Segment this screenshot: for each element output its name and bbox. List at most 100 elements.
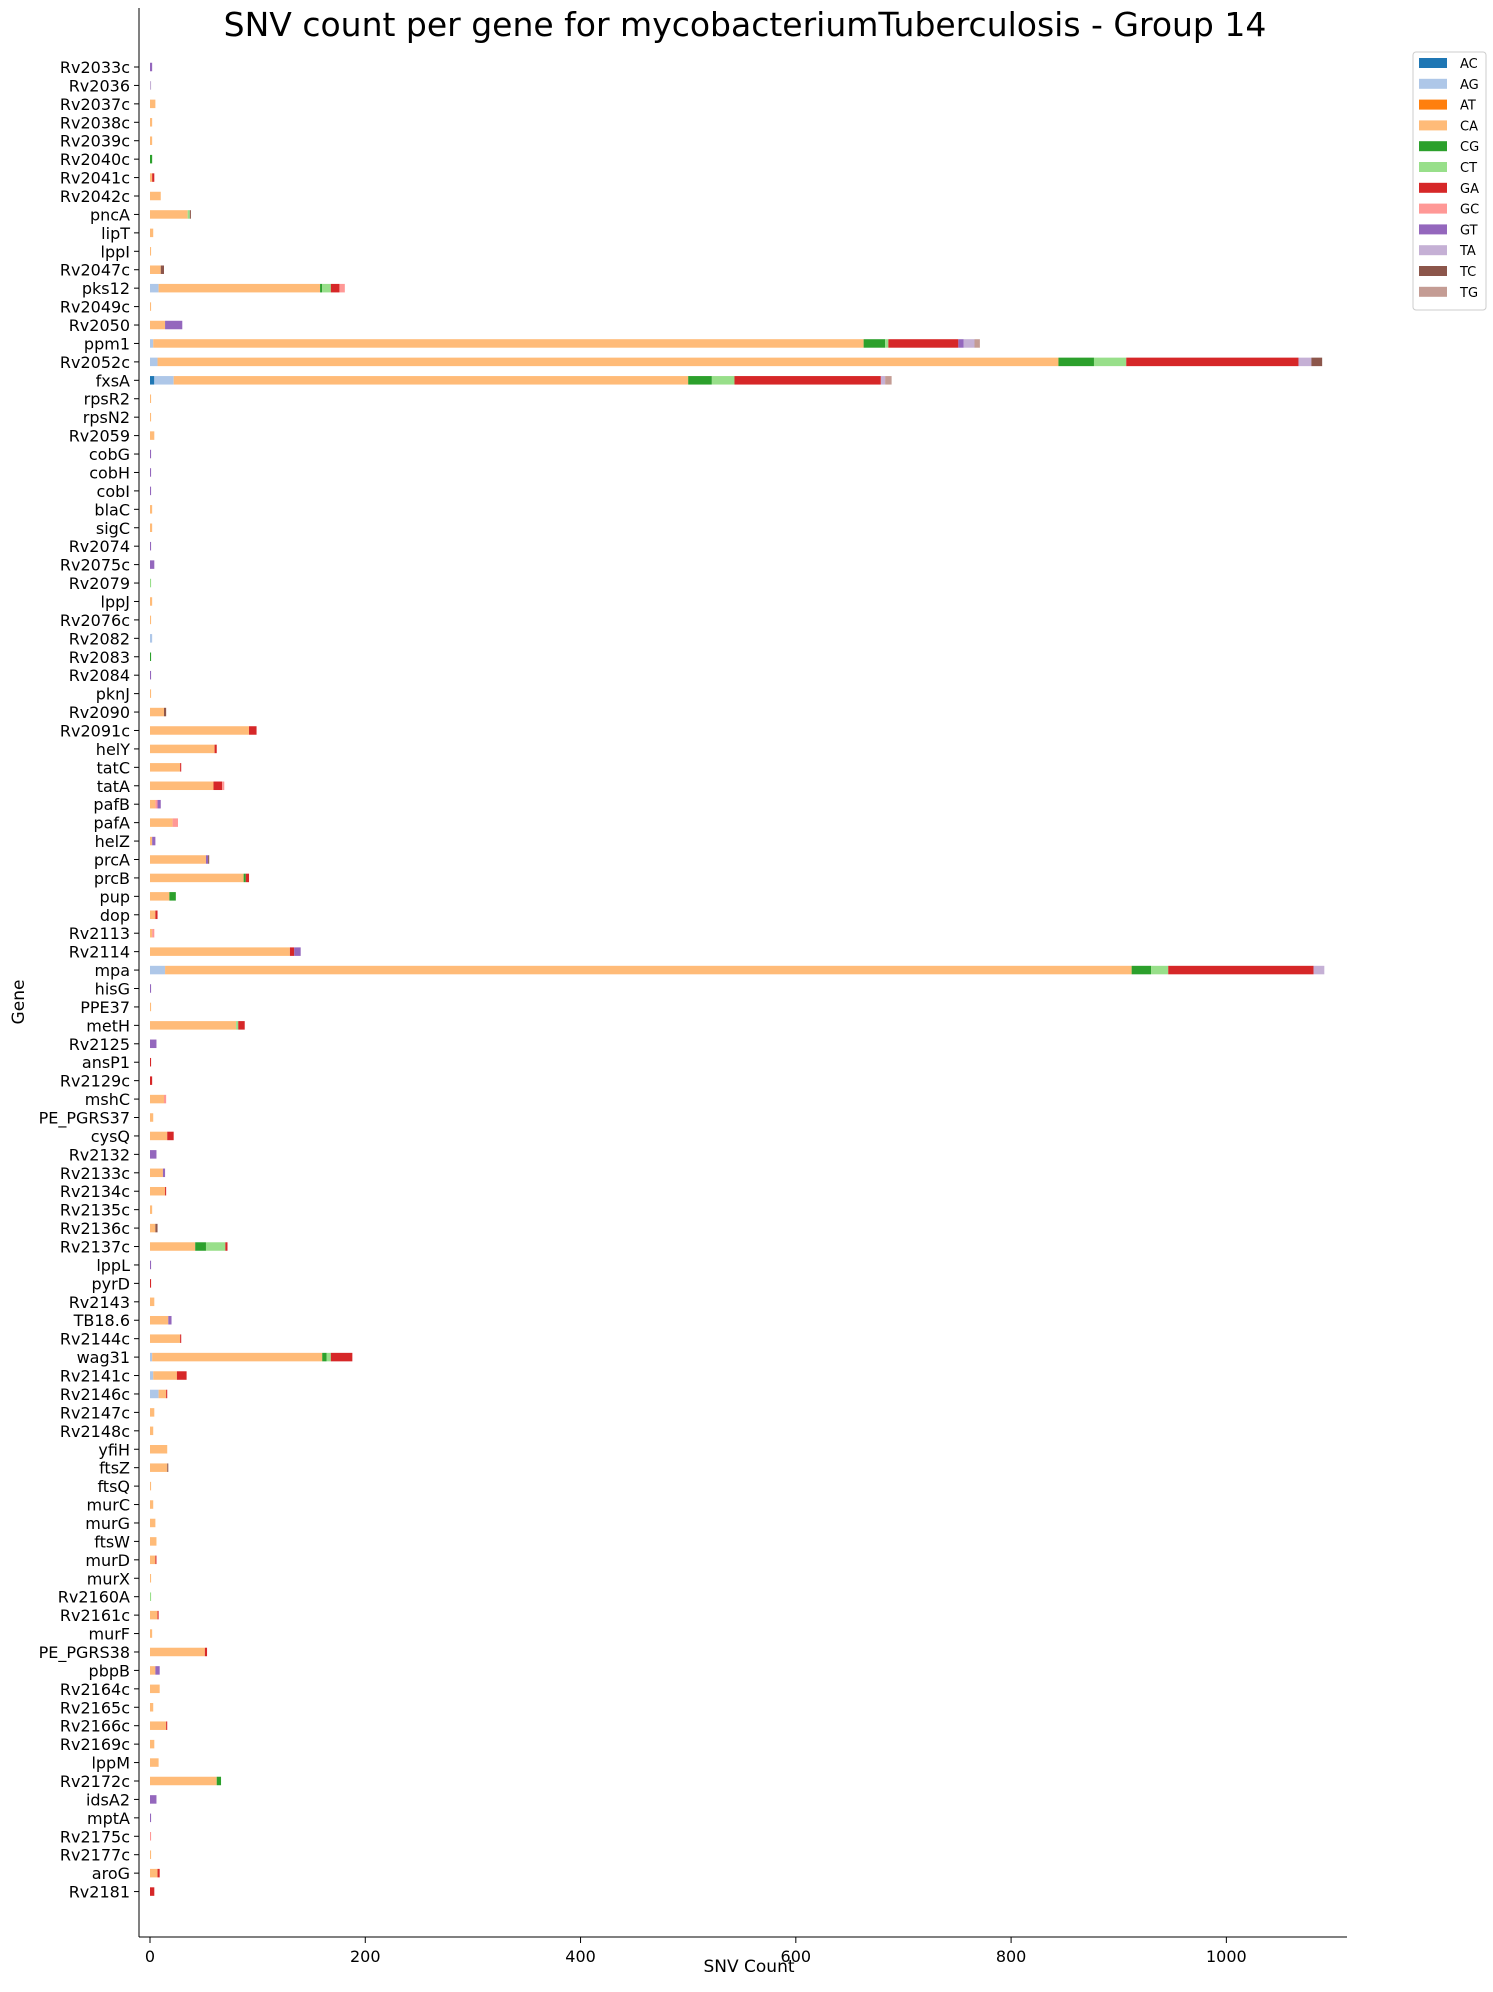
bar-segment-CA bbox=[150, 1758, 159, 1767]
y-tick-label: aroG bbox=[92, 1864, 130, 1883]
y-tick-label: cobG bbox=[89, 445, 130, 464]
bar-segment-CA bbox=[150, 1131, 168, 1141]
bar-segment-GT bbox=[155, 1666, 160, 1675]
y-tick-label: Rv2146c bbox=[60, 1385, 130, 1404]
y-tick-label: ftsZ bbox=[99, 1459, 130, 1478]
bar-segment-CG bbox=[320, 283, 323, 293]
y-tick-label: Rv2147c bbox=[60, 1403, 130, 1422]
bar-segment-CG bbox=[863, 339, 886, 348]
y-tick-label: helY bbox=[96, 740, 130, 759]
bar-segment-GA bbox=[180, 763, 182, 772]
bar-segment-GA bbox=[249, 726, 257, 735]
bar-segment-CA bbox=[158, 283, 321, 293]
legend-label-AG: AG bbox=[1460, 78, 1479, 93]
y-tick-label: Rv2161c bbox=[60, 1606, 130, 1625]
legend-swatch-AT bbox=[1419, 99, 1447, 110]
bar-segment-CA bbox=[150, 1094, 164, 1104]
bar-segment-GT bbox=[150, 984, 152, 993]
legend-swatch-GA bbox=[1419, 182, 1447, 193]
bar-segment-CA bbox=[150, 1186, 166, 1196]
y-tick-label: Rv2160A bbox=[58, 1588, 130, 1607]
bar-segment-TA bbox=[1313, 965, 1325, 975]
bar-segment-GA bbox=[150, 1057, 152, 1067]
bar-segment-CT bbox=[150, 1592, 152, 1601]
bar-segment-GA bbox=[157, 1610, 159, 1620]
x-tick-label: 600 bbox=[781, 1947, 812, 1966]
bar-segment-CT bbox=[326, 1352, 331, 1362]
bar-segment-CT bbox=[1151, 965, 1169, 975]
bar-segment-CA bbox=[150, 928, 153, 938]
y-tick-label: Rv2084 bbox=[69, 666, 130, 685]
y-tick-label: Rv2091c bbox=[60, 721, 130, 740]
bar-segment-CA bbox=[150, 1776, 217, 1786]
bar-segment-GA bbox=[176, 1371, 187, 1380]
x-axis-label: SNV Count bbox=[703, 1957, 794, 1977]
y-tick-label: Rv2074 bbox=[69, 537, 130, 556]
bar-segment-CA bbox=[150, 799, 156, 809]
bar-segment-GT bbox=[150, 62, 153, 72]
y-tick-label: Rv2076c bbox=[60, 611, 130, 630]
y-tick-label: metH bbox=[86, 1016, 130, 1035]
bar-segment-CG bbox=[243, 873, 246, 883]
y-tick-label: lppI bbox=[101, 242, 130, 261]
y-tick-label: Rv2033c bbox=[60, 58, 130, 77]
y-tick-label: Rv2143 bbox=[69, 1293, 130, 1312]
bar-segment-GC bbox=[172, 818, 178, 827]
y-tick-label: Rv2164c bbox=[60, 1680, 130, 1699]
bar-segment-GT bbox=[150, 670, 152, 680]
chart-title: SNV count per gene for mycobacteriumTube… bbox=[224, 5, 1267, 44]
bar-segment-CA bbox=[150, 707, 164, 717]
legend-label-TG: TG bbox=[1459, 286, 1478, 301]
bar-segment-CA bbox=[150, 1647, 205, 1657]
y-tick-label: lppL bbox=[96, 1256, 130, 1275]
bar-segment-TA bbox=[1298, 357, 1312, 367]
bar-segment-GT bbox=[150, 449, 152, 459]
y-tick-label: wag31 bbox=[77, 1348, 130, 1367]
y-tick-label: lipT bbox=[101, 224, 130, 243]
y-tick-label: PE_PGRS38 bbox=[39, 1643, 130, 1663]
y-tick-label: Rv2047c bbox=[60, 261, 130, 280]
y-tick-label: murC bbox=[87, 1496, 130, 1515]
bar-segment-CA bbox=[150, 1518, 156, 1528]
y-tick-label: murF bbox=[88, 1625, 130, 1644]
bar-segment-CA bbox=[150, 1481, 152, 1491]
bar-segment-CA bbox=[150, 726, 250, 735]
bar-segment-CG bbox=[216, 1776, 222, 1786]
bars-layer bbox=[150, 62, 1325, 1896]
y-tick-label: Rv2148c bbox=[60, 1422, 130, 1441]
y-tick-label: pafB bbox=[93, 795, 130, 814]
bar-segment-AG bbox=[150, 283, 159, 293]
bar-segment-CT bbox=[150, 578, 152, 588]
bar-segment-CA bbox=[150, 1610, 158, 1620]
y-tick-label: mpa bbox=[94, 961, 130, 980]
bar-segment-GA bbox=[734, 376, 881, 385]
y-axis-label: Gene bbox=[9, 980, 29, 1025]
y-tick-label: murD bbox=[85, 1551, 130, 1570]
bar-segment-GA bbox=[204, 1647, 208, 1657]
bar-segment-CA bbox=[150, 1666, 156, 1675]
y-tick-label: pyrD bbox=[91, 1274, 130, 1293]
bar-segment-AG bbox=[150, 339, 154, 348]
bar-segment-CA bbox=[150, 1500, 154, 1509]
y-tick-label: lppJ bbox=[101, 592, 130, 611]
y-tick-label: Rv2079 bbox=[69, 574, 130, 593]
bar-segment-GA bbox=[155, 910, 158, 920]
bar-segment-CG bbox=[322, 1352, 327, 1362]
bar-segment-GT bbox=[150, 1795, 157, 1804]
y-tick-label: Rv2165c bbox=[60, 1698, 130, 1717]
bar-segment-GA bbox=[150, 1279, 152, 1288]
y-tick-label: pup bbox=[100, 887, 130, 906]
bar-segment-GT bbox=[150, 560, 155, 569]
bar-segment-CA bbox=[150, 689, 152, 698]
y-tick-label: rpsR2 bbox=[84, 390, 130, 409]
y-tick-label: Rv2166c bbox=[60, 1717, 130, 1736]
y-tick-label: Rv2114 bbox=[69, 943, 130, 962]
bar-segment-CA bbox=[150, 615, 152, 625]
bar-segment-CA bbox=[150, 1721, 167, 1730]
bar-segment-CA bbox=[150, 947, 290, 956]
bar-segment-TC bbox=[189, 210, 191, 219]
y-tick-label: Rv2041c bbox=[60, 169, 130, 188]
y-tick-label: ftsW bbox=[94, 1532, 130, 1551]
bar-segment-GA bbox=[150, 1076, 153, 1085]
